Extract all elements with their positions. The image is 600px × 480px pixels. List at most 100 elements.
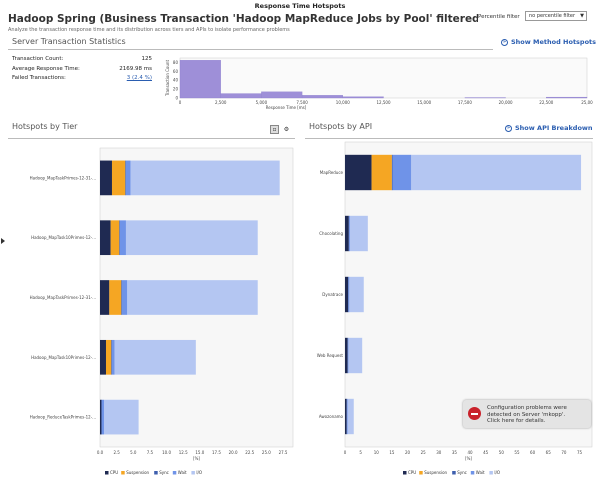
x-tick-label: 20.0 bbox=[229, 450, 238, 455]
histogram-x-axis-label: Response Time [ms] bbox=[266, 105, 307, 110]
category-label: Dynatrace bbox=[322, 292, 343, 297]
bar-segment-suspension bbox=[371, 154, 392, 191]
legend-swatch-cpu bbox=[403, 471, 407, 475]
histogram-x-tick: 20,000 bbox=[499, 100, 513, 105]
histogram-x-tick: 5,000 bbox=[256, 100, 268, 105]
bar-segment-io bbox=[411, 154, 582, 191]
histogram-y-tick: 20 bbox=[173, 87, 179, 92]
category-label: Hadoop_ReduceTaskPrimes-12-... bbox=[30, 415, 96, 420]
bar-segment-cpu bbox=[100, 280, 110, 315]
show-api-breakdown-label: Show API Breakdown bbox=[515, 124, 593, 132]
bar-segment-sync bbox=[125, 160, 126, 196]
bar-segment-io bbox=[347, 398, 354, 435]
histogram-bar bbox=[220, 93, 262, 99]
bar-segment-io bbox=[349, 276, 364, 313]
bar-segment-cpu bbox=[100, 399, 102, 435]
x-tick-label: 15.0 bbox=[195, 450, 204, 455]
legend-label-sync: Sync bbox=[159, 470, 169, 475]
x-tick-label: 2.5 bbox=[113, 450, 120, 455]
bar-segment-suspension bbox=[110, 220, 120, 256]
histogram-x-tick: 25,00 bbox=[581, 100, 593, 105]
category-label: MapReduce bbox=[320, 170, 344, 175]
x-tick-label: 65 bbox=[546, 450, 552, 455]
histogram-y-tick: 0 bbox=[175, 96, 178, 101]
expand-icon: » bbox=[505, 124, 512, 132]
configuration-problem-notification[interactable]: Configuration problems were detected on … bbox=[463, 400, 591, 428]
bar-segment-cpu bbox=[345, 154, 372, 191]
histogram-y-tick: 40 bbox=[173, 78, 179, 83]
bar-segment-wait bbox=[347, 337, 349, 374]
window-title: Response Time Hotspots bbox=[254, 2, 346, 10]
api-hotspots-chart: MapReduce Chocolating Dynatrace Web Request… bbox=[317, 141, 593, 475]
legend-label-io: I/O bbox=[494, 470, 500, 475]
x-tick-label: 50 bbox=[499, 450, 505, 455]
show-method-hotspots-button[interactable]: » Show Method Hotspots bbox=[501, 38, 596, 46]
bar-segment-io bbox=[125, 220, 258, 256]
collapse-arrow-icon[interactable] bbox=[1, 238, 5, 244]
histogram-x-tick: 0 bbox=[179, 100, 182, 105]
bar-segment-wait bbox=[392, 154, 412, 191]
x-axis-label: [%] bbox=[465, 456, 472, 461]
show-api-breakdown-button[interactable]: » Show API Breakdown bbox=[505, 124, 593, 132]
percentile-filter-select[interactable]: no percentile filter ▼ bbox=[525, 11, 587, 21]
x-tick-label: 75 bbox=[577, 450, 583, 455]
x-tick-label: 7.5 bbox=[147, 450, 154, 455]
stop-icon bbox=[468, 407, 481, 420]
bar-segment-sync bbox=[101, 399, 102, 435]
notification-text-1: Configuration problems were bbox=[487, 405, 567, 411]
x-tick-label: 22.5 bbox=[245, 450, 254, 455]
legend-swatch-cpu bbox=[105, 471, 109, 475]
bar-segment-wait bbox=[125, 160, 131, 196]
category-label: Hadoop_MapTask10Primes-12-... bbox=[31, 235, 96, 240]
x-tick-label: 25.0 bbox=[262, 450, 271, 455]
expand-icon: » bbox=[501, 38, 508, 46]
toolbar-icon-1[interactable]: ▫ bbox=[270, 125, 279, 134]
x-tick-label: 5 bbox=[359, 450, 362, 455]
section-divider bbox=[8, 138, 295, 139]
histogram-bar bbox=[301, 95, 343, 99]
notification-text-3: Click here for details. bbox=[487, 418, 546, 424]
bar-segment-sync bbox=[391, 154, 393, 191]
api-hotspots-heading: Hotspots by API bbox=[309, 122, 373, 131]
x-tick-label: 0 bbox=[344, 450, 347, 455]
bar-segment-io bbox=[350, 215, 368, 252]
category-label: Hadoop_MapTask10Primes-12-... bbox=[31, 355, 96, 360]
histogram-bar bbox=[342, 96, 384, 99]
legend-swatch-io bbox=[191, 471, 195, 475]
histogram-x-tick: 17,500 bbox=[458, 100, 472, 105]
bar-segment-cpu bbox=[345, 398, 347, 435]
category-label: Hadoop_MapTaskPrimes-12-31-... bbox=[30, 175, 96, 180]
histogram-plot-area bbox=[179, 57, 588, 99]
histogram-y-tick: 60 bbox=[173, 69, 179, 74]
bar-segment-cpu bbox=[345, 337, 348, 374]
bar-segment-cpu bbox=[100, 339, 106, 375]
toolbar-icon-2[interactable]: ⚙ bbox=[282, 125, 291, 134]
bar-segment-wait bbox=[121, 280, 128, 315]
x-tick-label: 27.5 bbox=[279, 450, 288, 455]
section-divider bbox=[8, 49, 493, 50]
legend-swatch-suspension bbox=[419, 471, 423, 475]
legend-label-io: I/O bbox=[196, 470, 202, 475]
chart-plot-area bbox=[344, 141, 593, 448]
bar-segment-cpu bbox=[100, 220, 111, 256]
percentile-filter-label: Percentile filter bbox=[478, 14, 520, 20]
x-tick-label: 10.0 bbox=[162, 450, 171, 455]
histogram-y-axis-label: Transaction Count bbox=[165, 60, 170, 97]
category-label: Awozonamo bbox=[319, 414, 344, 419]
failed-transactions-link[interactable]: 3 (2.4 %) bbox=[126, 75, 152, 81]
bar-segment-sync bbox=[121, 280, 122, 315]
stat-row-average-response-time: Average Response Time: 2169.98 ms bbox=[12, 66, 152, 72]
x-tick-label: 10 bbox=[374, 450, 380, 455]
histogram-x-tick: 10,000 bbox=[336, 100, 350, 105]
legend-label-sync: Sync bbox=[457, 470, 467, 475]
histogram-bar bbox=[179, 60, 221, 99]
legend-swatch-wait bbox=[470, 471, 475, 475]
chevron-down-icon: ▼ bbox=[580, 13, 584, 19]
percentile-filter-value: no percentile filter bbox=[529, 13, 576, 19]
bar-segment-cpu bbox=[100, 160, 112, 196]
x-axis-label: [%] bbox=[193, 456, 200, 461]
legend-swatch-sync bbox=[452, 471, 456, 475]
show-method-hotspots-label: Show Method Hotspots bbox=[511, 38, 597, 46]
category-label: Web Request bbox=[317, 353, 344, 358]
tier-hotspots-chart: Hadoop_MapTaskPrimes-12-31-... Hadoop_Map… bbox=[30, 147, 294, 475]
